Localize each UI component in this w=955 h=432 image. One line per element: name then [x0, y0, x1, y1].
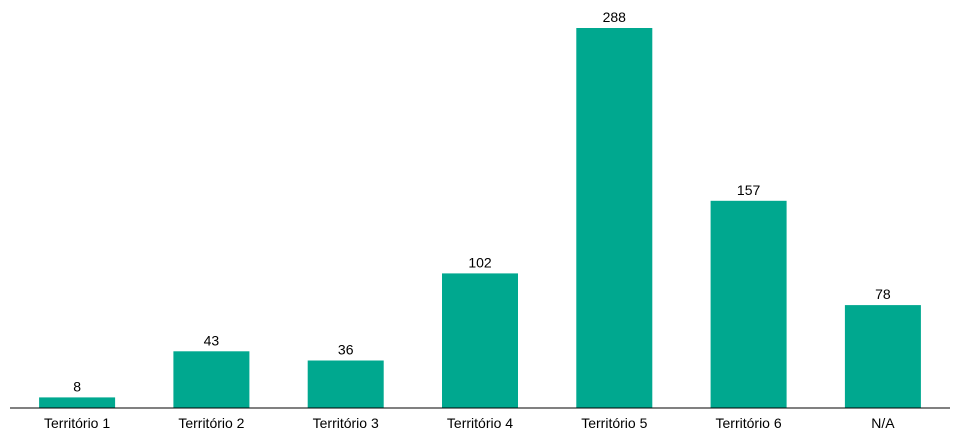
x-tick-label-2: Território 2: [178, 415, 244, 431]
bar-4: [442, 273, 518, 408]
x-tick-label-5: Território 5: [581, 415, 647, 431]
x-tick-label-1: Território 1: [44, 415, 110, 431]
x-tick-label-4: Território 4: [447, 415, 513, 431]
value-label-6: 157: [737, 182, 761, 198]
value-labels-layer: 8 43 36 102 288 157 78: [73, 9, 891, 394]
bar-1: [39, 397, 116, 408]
bar-6: [710, 200, 787, 408]
bar-2: [173, 351, 250, 408]
x-tick-label-6: Território 6: [716, 415, 782, 431]
value-label-1: 8: [73, 378, 81, 394]
bars-layer: [39, 28, 921, 408]
value-label-5: 288: [603, 9, 627, 25]
bar-7: [844, 305, 921, 408]
value-label-4: 102: [468, 254, 492, 270]
bar-5: [576, 28, 653, 408]
x-tick-label-3: Território 3: [313, 415, 379, 431]
value-label-3: 36: [338, 342, 354, 358]
tick-labels-layer: Território 1 Território 2 Território 3 Terr…: [44, 415, 895, 431]
x-tick-label-7: N/A: [871, 415, 895, 431]
value-label-2: 43: [204, 332, 220, 348]
value-label-7: 78: [875, 286, 891, 302]
bar-3: [307, 360, 384, 408]
